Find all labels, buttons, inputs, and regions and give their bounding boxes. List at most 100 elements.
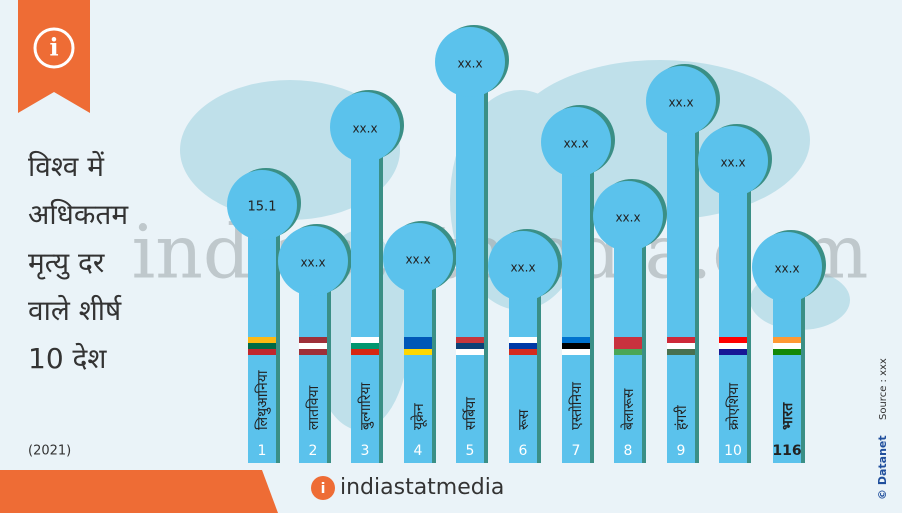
flag-stripe xyxy=(404,343,432,349)
column xyxy=(562,142,590,463)
country-column: xx.x सर्बिया 5 xyxy=(435,25,509,463)
country-name: यूक्रेन xyxy=(410,403,427,430)
value-label: xx.x xyxy=(720,156,745,170)
flag-stripe xyxy=(351,337,379,343)
country-column: xx.x बुल्गारिया 3 xyxy=(330,90,404,463)
title-line: मृत्यु दर xyxy=(28,246,105,280)
columns: 15.1 लिथुआनिया 1 xx.x लातविया 2 xx.x बुल्गारिया… xyxy=(227,25,826,463)
country-column: xx.x बेलारूस 8 xyxy=(593,179,667,463)
brand: © Datanet xyxy=(876,435,889,500)
value-label: xx.x xyxy=(615,211,640,225)
logo-icon-letter: i xyxy=(321,481,326,497)
flag-stripe xyxy=(562,349,590,355)
country-name: लिथुआनिया xyxy=(254,370,271,430)
value-label: 15.1 xyxy=(248,200,277,215)
value-label: xx.x xyxy=(352,122,377,136)
country-column: 15.1 लिथुआनिया 1 xyxy=(227,168,301,463)
flag-stripe xyxy=(456,337,484,343)
flag-stripe xyxy=(299,349,327,355)
country-name: भारत xyxy=(780,402,796,430)
column xyxy=(719,161,747,463)
country-column: xx.x लातविया 2 xyxy=(278,224,352,463)
value-label: xx.x xyxy=(563,137,588,151)
logo-text: indiastatmedia xyxy=(340,475,504,500)
flag-stripe xyxy=(509,343,537,349)
bubble xyxy=(698,126,768,196)
title: विश्व में अधिकतम मृत्यु दर वाले शीर्ष 10 देश xyxy=(28,150,129,375)
title-line: 10 देश xyxy=(28,342,107,375)
value-label: xx.x xyxy=(774,262,799,276)
bubble xyxy=(646,66,716,136)
title-line: अधिकतम xyxy=(28,198,129,231)
flag-stripe xyxy=(773,343,801,349)
country-name: बुल्गारिया xyxy=(357,382,374,430)
bubble xyxy=(330,92,400,162)
rank: 5 xyxy=(466,443,475,459)
flag-stripe xyxy=(667,349,695,355)
flag-stripe xyxy=(404,349,432,355)
flag-stripe xyxy=(667,337,695,343)
rank: 7 xyxy=(572,443,581,459)
country-column: xx.x हंगरी 9 xyxy=(646,64,720,463)
country-column: xx.x क्रोएशिया 10 xyxy=(698,124,772,463)
flag-stripe xyxy=(509,337,537,343)
value-label: xx.x xyxy=(405,253,430,267)
rank: 8 xyxy=(624,443,633,459)
country-name: सर्बिया xyxy=(462,397,479,430)
flag-stripe xyxy=(456,343,484,349)
value-label: xx.x xyxy=(300,256,325,270)
bubble xyxy=(488,231,558,301)
flag-stripe xyxy=(667,343,695,349)
value-label: xx.x xyxy=(668,96,693,110)
rank: 1 xyxy=(258,443,267,459)
value-label: xx.x xyxy=(510,261,535,275)
flag-stripe xyxy=(351,349,379,355)
rank: 4 xyxy=(414,443,423,459)
logo-icon xyxy=(311,476,335,500)
flag-stripe xyxy=(248,343,276,349)
rank: 3 xyxy=(361,443,370,459)
flag-stripe xyxy=(509,349,537,355)
country-name: क्रोएशिया xyxy=(725,383,742,430)
country-name: बेलारूस xyxy=(620,388,637,430)
flag-stripe xyxy=(248,349,276,355)
flag-stripe xyxy=(719,337,747,343)
country-name: हंगरी xyxy=(673,405,690,430)
country-name: एस्तोनिया xyxy=(568,382,585,430)
title-line: वाले शीर्ष xyxy=(28,294,122,327)
flag-stripe xyxy=(351,343,379,349)
flag-stripe xyxy=(719,343,747,349)
bubble xyxy=(541,107,611,177)
title-line: विश्व में xyxy=(28,150,105,183)
rank: 6 xyxy=(519,443,528,459)
info-badge xyxy=(18,0,90,113)
flag-stripe xyxy=(299,343,327,349)
column xyxy=(667,101,695,463)
country-column: xx.x यूक्रेन 4 xyxy=(383,221,457,463)
flag-stripe xyxy=(248,337,276,343)
column xyxy=(248,205,276,463)
flag-stripe xyxy=(562,337,590,343)
flag-stripe xyxy=(719,349,747,355)
rank: 116 xyxy=(772,443,801,459)
column xyxy=(456,62,484,463)
country-name: रूस xyxy=(516,409,532,430)
bubble xyxy=(227,170,297,240)
flag-stripe xyxy=(456,349,484,355)
flag-stripe xyxy=(614,337,642,343)
country-column: xx.x रूस 6 xyxy=(488,229,562,463)
flag-stripe xyxy=(614,343,642,349)
year: (2021) xyxy=(28,444,71,459)
rank: 2 xyxy=(309,443,318,459)
info-icon-letter: i xyxy=(49,33,58,62)
bubble xyxy=(752,232,822,302)
value-label: xx.x xyxy=(457,57,482,71)
source: Source : xxx xyxy=(878,358,889,420)
bubble xyxy=(435,27,505,97)
bubble xyxy=(278,226,348,296)
flag-stripe xyxy=(773,337,801,343)
country-column: xx.x भारत 116 xyxy=(752,230,826,463)
info-icon xyxy=(33,27,75,69)
flag-stripe xyxy=(404,337,432,343)
